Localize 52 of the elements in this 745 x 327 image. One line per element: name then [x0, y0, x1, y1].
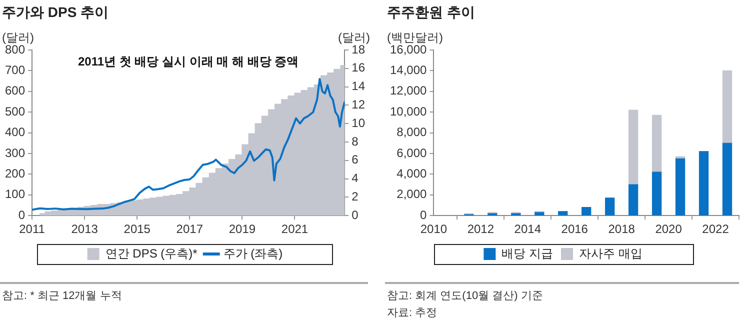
y-tick-label: 0	[420, 208, 428, 222]
chart-subtitle: 2011년 첫 배당 실시 이래 매 해 배당 증액	[78, 54, 299, 68]
y2-tick-label: 2	[352, 190, 359, 204]
y-tick-label: 12,000	[390, 84, 428, 98]
y-tick-label: 500	[4, 104, 26, 118]
y2-tick-label: 0	[352, 208, 359, 222]
y-tick-label: 6,000	[396, 146, 428, 160]
legend-label: 배당 지급	[502, 246, 554, 260]
y-tick-label: 400	[4, 125, 26, 140]
y-tick-label: 4,000	[396, 166, 428, 181]
y2-tick-label: 16	[352, 60, 366, 75]
legend-label: 연간 DPS (우측)*	[105, 246, 198, 260]
y-tick-label: 200	[4, 166, 26, 181]
x-tick-label: 2011	[19, 222, 46, 236]
y-tick-label: 700	[4, 63, 26, 78]
chart-title: 주가와 DPS 추이	[2, 4, 109, 22]
x-tick-label: 2020	[655, 222, 682, 236]
y2-tick-label: 18	[352, 42, 366, 56]
x-tick-label: 2013	[71, 222, 98, 236]
text: 참고: * 최근 12개월 누적	[2, 289, 122, 304]
x-tick-label: 2015	[124, 222, 151, 236]
y-axis-title: (백만달러)	[386, 30, 443, 44]
text: 자료: 추정	[387, 307, 438, 319]
y-tick-label: 10,000	[390, 104, 428, 118]
y-tick-label: 100	[4, 187, 26, 202]
x-tick-label: 2017	[176, 222, 204, 236]
y-axis-title: (달러)	[2, 30, 34, 44]
x-tick-label: 2018	[608, 222, 636, 236]
x-tick-label: 2019	[228, 222, 256, 236]
x-tick-label: 2016	[561, 222, 588, 236]
y-tick-label: 300	[4, 146, 26, 160]
y-tick-label: 14,000	[390, 63, 428, 78]
y2-tick-label: 10	[352, 116, 366, 130]
y-tick-label: 600	[4, 84, 26, 98]
y2-tick-label: 12	[352, 98, 366, 112]
y2-tick-label: 8	[352, 134, 359, 148]
x-tick-label: 2010	[420, 222, 448, 236]
y2-tick-label: 14	[352, 79, 366, 94]
y2-axis-title: (달러)	[338, 30, 370, 44]
chart-title: 주주환원 추이	[387, 4, 475, 22]
x-tick-label: 2022	[702, 222, 730, 236]
y2-tick-label: 4	[352, 171, 359, 186]
y-tick-label: 2,000	[396, 187, 428, 202]
legend-label: 자사주 매입	[579, 246, 642, 260]
y-tick-label: 0	[18, 208, 26, 222]
text: 참고: 회계 연도(10월 결산) 기준	[387, 290, 543, 302]
legend-label: 주가 (좌측)	[223, 246, 283, 260]
x-tick-label: 2021	[281, 222, 308, 236]
x-tick-label: 2014	[514, 222, 542, 236]
y-tick-label: 8,000	[396, 125, 428, 140]
x-tick-label: 2012	[467, 222, 494, 236]
y2-tick-label: 6	[352, 152, 359, 167]
